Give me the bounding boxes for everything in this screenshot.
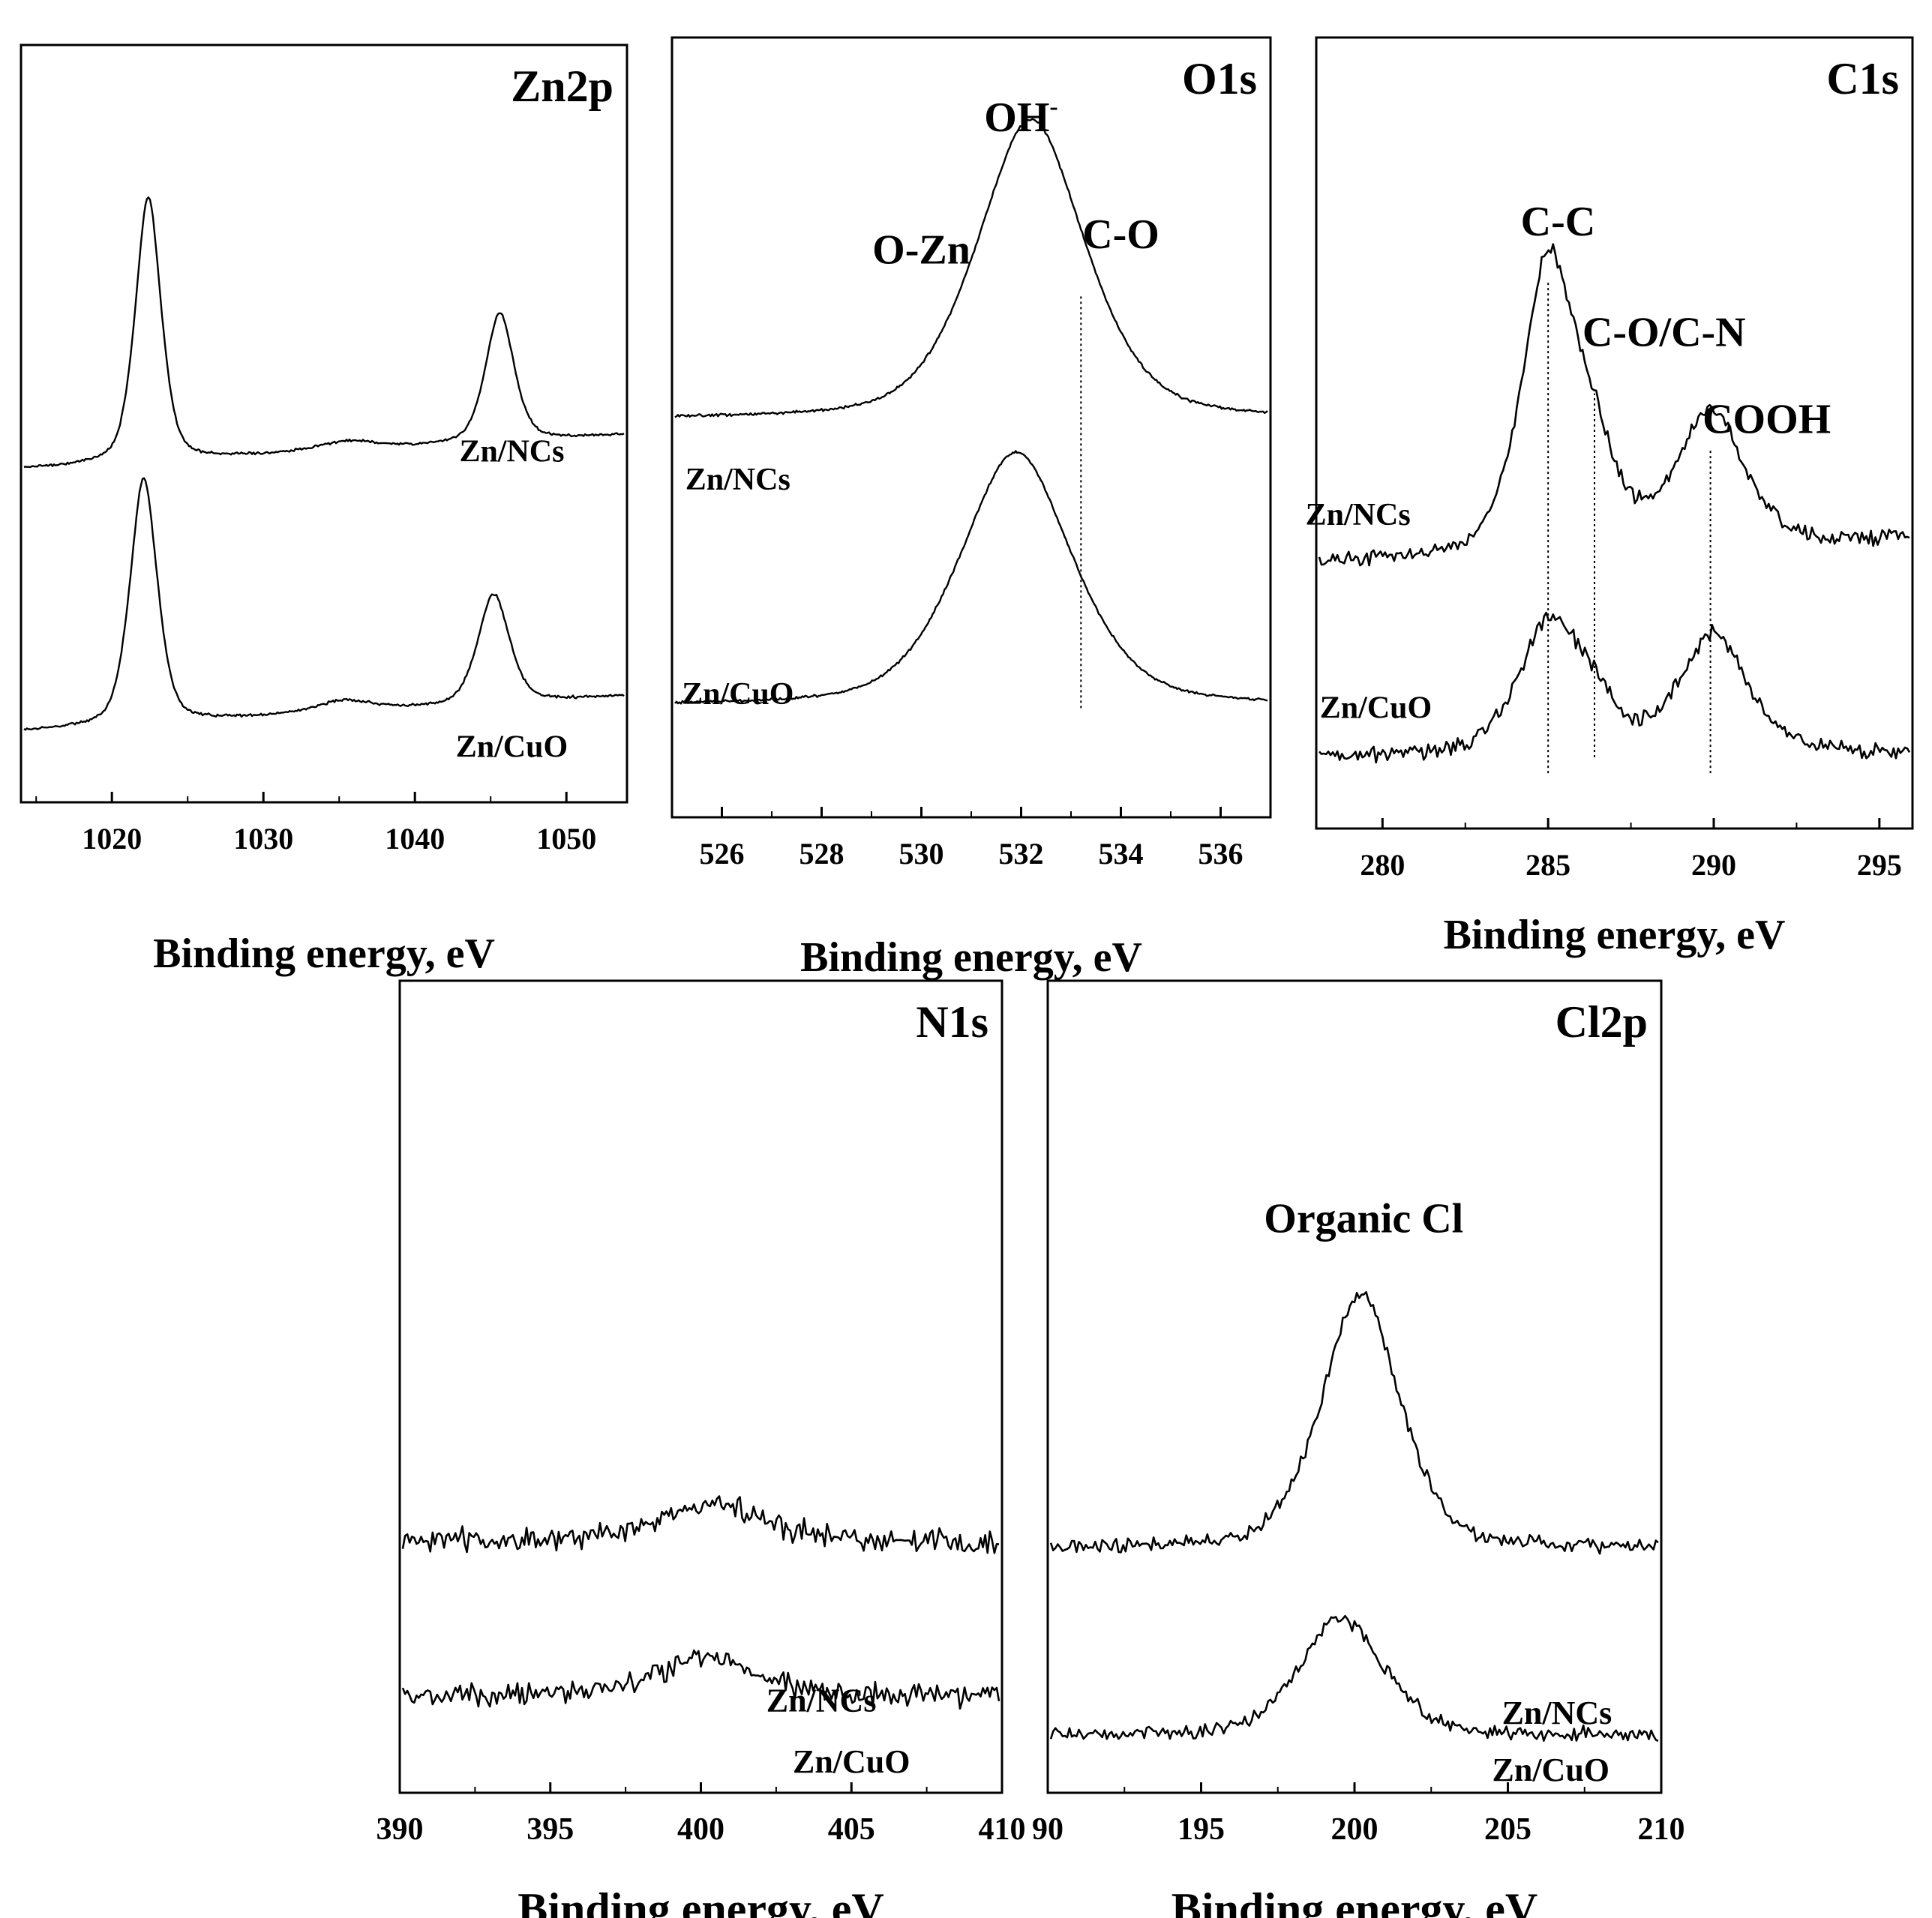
zn2p-series-zn-ncs <box>23 196 625 469</box>
c1s-tick-label: 290 <box>1691 848 1736 882</box>
n1s-tick-label: 405 <box>828 1812 875 1847</box>
zn2p-xlabel: Binding energy, eV <box>153 931 495 977</box>
cl2p-series-label: Zn/CuO <box>1492 1752 1610 1788</box>
cl2p-tick-label: 195 <box>1178 1812 1225 1847</box>
c1s-peak-annotation: C-C <box>1521 199 1596 245</box>
c1s-peak-annotation: C-O/C-N <box>1582 309 1746 355</box>
n1s-tick-label: 400 <box>677 1812 724 1847</box>
c1s-frame <box>1315 36 1914 830</box>
zn2p-title: Zn2p <box>511 61 614 111</box>
o1s-tick-label: 532 <box>999 837 1044 871</box>
o1s-series-label: Zn/NCs <box>686 463 790 497</box>
cl2p-xlabel: Binding energy, eV <box>1172 1884 1538 1918</box>
cl2p-title: Cl2p <box>1556 997 1648 1047</box>
n1s-tick-label: 395 <box>526 1812 574 1847</box>
o1s-series-zn-ncs <box>674 118 1268 418</box>
c1s-tick-label: 285 <box>1526 848 1570 882</box>
o1s-tick-label: 536 <box>1198 837 1244 871</box>
zn2p-series-label: Zn/NCs <box>459 435 564 469</box>
o1s-panel: O1s 526 528 530 532 534 536 Binding energy, eV Z… <box>670 36 1272 981</box>
cl2p-panel: Cl2p 90 195 200 205 210 Binding energy, eV Zn/N… <box>1032 979 1685 1918</box>
zn2p-tick-label: 1040 <box>385 822 445 856</box>
c1s-peak-annotation: COOH <box>1702 397 1831 443</box>
o1s-xlabel: Binding energy, eV <box>800 934 1142 981</box>
cl2p-series-zn-cuo <box>1049 1614 1659 1743</box>
o1s-peak-annotation: O-Zn <box>872 227 970 274</box>
n1s-xlabel: Binding energy, eV <box>518 1884 884 1918</box>
cl2p-peak-annotation: Organic Cl <box>1264 1196 1463 1242</box>
zn2p-series-label: Zn/CuO <box>456 730 568 764</box>
c1s-panel: C1s 280 285 290 295 Binding energy, eV Zn/NCs Z… <box>1306 36 1914 958</box>
c1s-series-label: Zn/NCs <box>1306 498 1411 532</box>
c1s-tick-label: 280 <box>1360 848 1405 882</box>
n1s-series-zn-cuo <box>401 1649 1000 1710</box>
zn2p-frame <box>20 43 628 804</box>
cl2p-tick-label: 90 <box>1032 1812 1064 1847</box>
o1s-annotation-superscript: - <box>1049 93 1058 121</box>
o1s-title: O1s <box>1182 54 1257 103</box>
cl2p-tick-label: 205 <box>1484 1812 1532 1847</box>
c1s-series-zn-cuo <box>1318 611 1911 764</box>
cl2p-tick-label: 200 <box>1331 1812 1378 1847</box>
c1s-xlabel: Binding energy, eV <box>1444 912 1786 958</box>
o1s-tick-label: 528 <box>800 837 844 871</box>
zn2p-tick-label: 1050 <box>536 822 596 856</box>
c1s-series-zn-ncs <box>1318 243 1910 567</box>
cl2p-frame <box>1046 979 1663 1794</box>
c1s-tick-label: 295 <box>1857 848 1902 882</box>
n1s-frame <box>398 979 1004 1794</box>
zn2p-panel: Zn2p 1020 1030 1040 1050 Binding energy, eV Zn… <box>20 43 628 977</box>
c1s-series-label: Zn/CuO <box>1320 691 1432 725</box>
o1s-peak-annotation: OH- <box>984 93 1058 141</box>
n1s-tick-label: 410 <box>979 1812 1026 1847</box>
o1s-peak-annotation: C-O <box>1082 211 1160 258</box>
zn2p-series-zn-cuo <box>23 477 625 731</box>
c1s-title: C1s <box>1826 54 1899 103</box>
zn2p-tick-label: 1020 <box>82 822 142 856</box>
cl2p-tick-label: 210 <box>1638 1812 1685 1847</box>
cl2p-series-zn-ncs <box>1049 1291 1659 1555</box>
zn2p-tick-label: 1030 <box>233 822 293 856</box>
o1s-series-zn-cuo <box>674 450 1268 705</box>
n1s-tick-label: 390 <box>376 1812 424 1847</box>
o1s-tick-label: 530 <box>899 837 944 871</box>
o1s-tick-label: 526 <box>700 837 745 871</box>
n1s-series-zn-ncs <box>401 1495 1000 1554</box>
o1s-series-label: Zn/CuO <box>682 677 794 712</box>
n1s-series-label: Zn/CuO <box>793 1743 910 1780</box>
cl2p-series-label: Zn/NCs <box>1502 1695 1612 1731</box>
n1s-title: N1s <box>916 997 988 1047</box>
o1s-tick-label: 534 <box>1099 837 1144 871</box>
